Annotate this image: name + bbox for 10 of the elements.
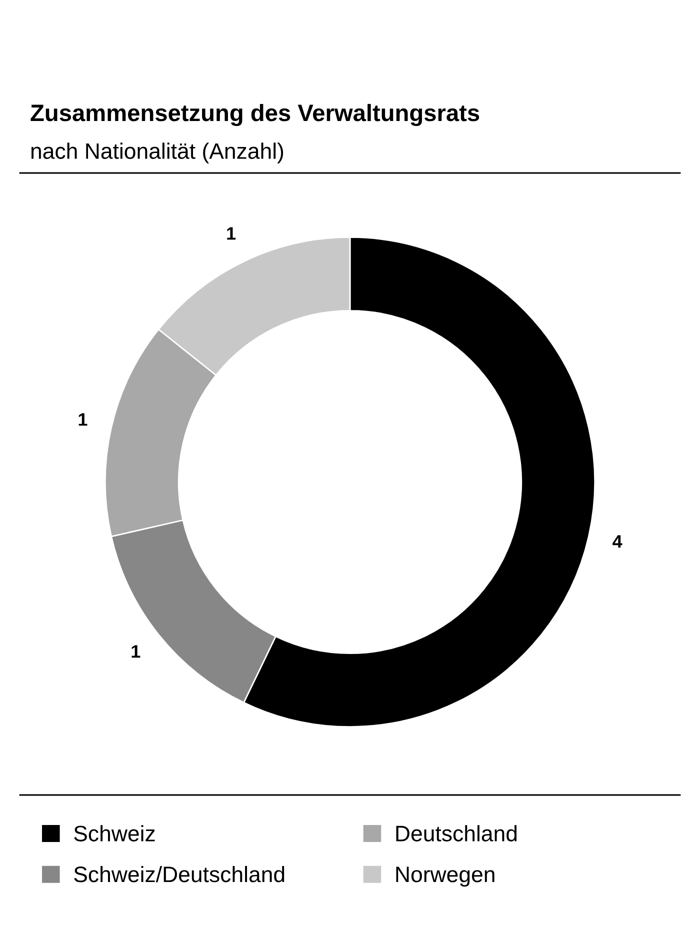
data-label: 1 [132,645,140,658]
legend-label: Schweiz [74,825,155,842]
data-label: 4 [612,535,622,548]
chart-subtitle: nach Nationalität (Anzahl) [31,142,284,164]
legend-label: Deutschland [396,825,517,842]
chart-title: Zusammensetzung des Verwaltungsrats [30,104,480,126]
legend-label: Schweiz/Deutschland [74,866,284,882]
legend-label: Norwegen [396,866,494,887]
data-label: 1 [78,413,88,426]
data-label: 1 [227,227,236,240]
